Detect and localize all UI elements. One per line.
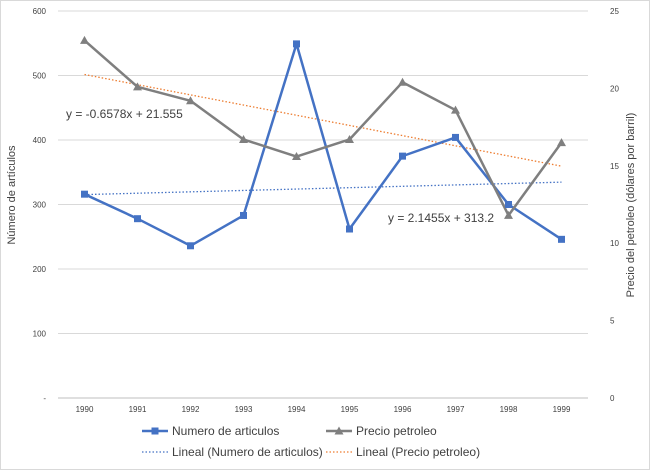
equation-precio: y = -0.6578x + 21.555	[66, 107, 183, 121]
legend-label: Precio petroleo	[356, 424, 437, 438]
right-tick-label: 15	[610, 162, 619, 171]
trendline	[84, 73, 562, 167]
data-point-square	[558, 235, 565, 243]
data-point-square	[293, 40, 300, 48]
data-point-triangle	[398, 77, 407, 86]
data-point-square	[81, 190, 88, 198]
data-point-square	[240, 211, 247, 219]
data-point-triangle	[133, 82, 142, 91]
x-tick-label: 1996	[394, 405, 412, 414]
left-tick-label: 400	[33, 136, 47, 145]
data-point-triangle	[239, 134, 248, 143]
series-line	[83, 39, 563, 217]
data-point-square	[187, 242, 194, 250]
left-tick-label: -	[43, 394, 46, 403]
right-tick-label: 10	[610, 239, 619, 248]
x-tick-label: 1997	[447, 405, 465, 414]
right-tick-label: 20	[610, 84, 619, 93]
right-tick-label: 25	[610, 7, 619, 16]
trendlines	[84, 73, 562, 196]
x-tick-label: 1993	[235, 405, 253, 414]
series-line	[83, 42, 563, 248]
data-point-triangle	[451, 105, 460, 114]
data-point-square	[505, 201, 512, 208]
legend: Numero de articulos Precio petroleo Lineal…	[142, 424, 480, 459]
left-tick-label: 300	[33, 201, 47, 210]
data-point-triangle	[345, 134, 354, 143]
x-tick-label: 1994	[288, 405, 306, 414]
x-tick-label: 1991	[129, 405, 147, 414]
data-point-triangle	[504, 210, 513, 219]
data-point-triangle	[292, 152, 301, 161]
data-point-triangle	[80, 35, 89, 44]
data-point-square	[452, 133, 459, 141]
x-tick-label: 1999	[553, 405, 571, 414]
left-tick-label: 200	[33, 265, 47, 274]
data-point-triangle	[557, 138, 566, 147]
x-tick-label: 1995	[341, 405, 359, 414]
left-tick-label: 600	[33, 7, 47, 16]
legend-marker	[151, 427, 159, 435]
right-axis-title: Precio del petroleo (dólares por barril)	[625, 113, 637, 298]
trendline	[84, 181, 562, 196]
right-axis-ticks: 0 5 10 15 20 25	[610, 7, 619, 403]
series-markers	[80, 35, 566, 250]
x-axis-ticks: 1990 1991 1992 1993 1994 1995 1996 1997 1998 1999	[76, 405, 571, 414]
x-tick-label: 1990	[76, 405, 94, 414]
legend-label: Lineal (Precio petroleo)	[356, 445, 480, 459]
right-tick-label: 5	[610, 317, 615, 326]
left-tick-label: 100	[33, 330, 47, 339]
data-point-square	[346, 225, 353, 233]
legend-marker	[334, 426, 344, 435]
legend-label: Lineal (Numero de articulos)	[172, 445, 323, 459]
gridlines	[58, 10, 588, 399]
data-point-triangle	[186, 96, 195, 105]
equation-articulos: y = 2.1455x + 313.2	[388, 211, 494, 225]
left-axis-ticks: - 100 200 300 400 500 600	[33, 7, 47, 403]
legend-label: Numero de articulos	[172, 424, 279, 438]
data-point-square	[134, 215, 141, 223]
x-tick-label: 1992	[182, 405, 200, 414]
left-tick-label: 500	[33, 72, 47, 81]
right-tick-label: 0	[610, 394, 615, 403]
series-lines	[83, 39, 563, 248]
x-tick-label: 1998	[500, 405, 518, 414]
data-point-square	[399, 152, 406, 160]
left-axis-title: Número de artículos	[6, 145, 18, 245]
